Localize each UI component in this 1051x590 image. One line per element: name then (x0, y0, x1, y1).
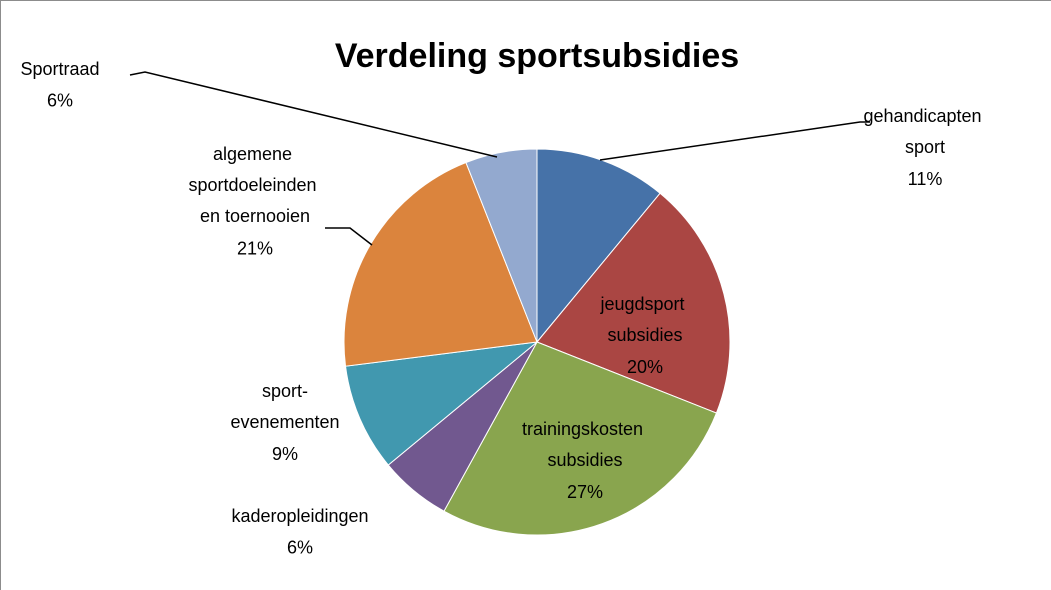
label-line: gehandicapten (863, 106, 986, 126)
chart-title: Verdeling sportsubsidies (335, 37, 739, 75)
slice-label: trainingskosten subsidies (522, 419, 648, 470)
slice-value-label: 21% (237, 238, 273, 258)
slice-value-label: 27% (567, 482, 603, 502)
pie-slice (443, 341, 718, 536)
label-line: subsidies (547, 450, 622, 470)
leader-line (325, 227, 373, 246)
label-line: kaderopleidingen (231, 506, 368, 526)
slice-value-label: 9% (272, 444, 298, 464)
pie-slice (344, 341, 539, 466)
label-line: sport (905, 137, 945, 157)
slice-label: sport-evenementen (230, 381, 339, 432)
slice-label: gehandicapten sport (863, 106, 986, 157)
slice-value-label: 11% (908, 169, 943, 189)
pie-slice (465, 148, 538, 343)
slice-value-label: 6% (287, 537, 313, 557)
leader-line (599, 121, 870, 161)
label-line: subsidies (607, 325, 682, 345)
leader-line (129, 71, 498, 158)
label-line: sport- (262, 381, 308, 401)
label-line: jeugdsport (599, 294, 689, 314)
label-line: algemene (213, 144, 297, 164)
label-line: sportdoeleinden (188, 175, 321, 195)
label-line: Sportraad (20, 59, 99, 79)
label-line: evenementen (230, 412, 339, 432)
slice-value-label: 20% (627, 357, 663, 377)
slice-value-label: 6% (47, 90, 73, 110)
label-line: trainingskosten (522, 419, 648, 439)
slice-label: kaderopleidingen (231, 506, 368, 526)
label-line: en toernooien (200, 206, 310, 226)
slice-label: jeugdsport subsidies (599, 294, 689, 345)
pie-slice (536, 192, 731, 414)
slice-label: Sportraad (20, 59, 99, 79)
slice-label: algemene sportdoeleinden en toernooien (188, 144, 321, 226)
